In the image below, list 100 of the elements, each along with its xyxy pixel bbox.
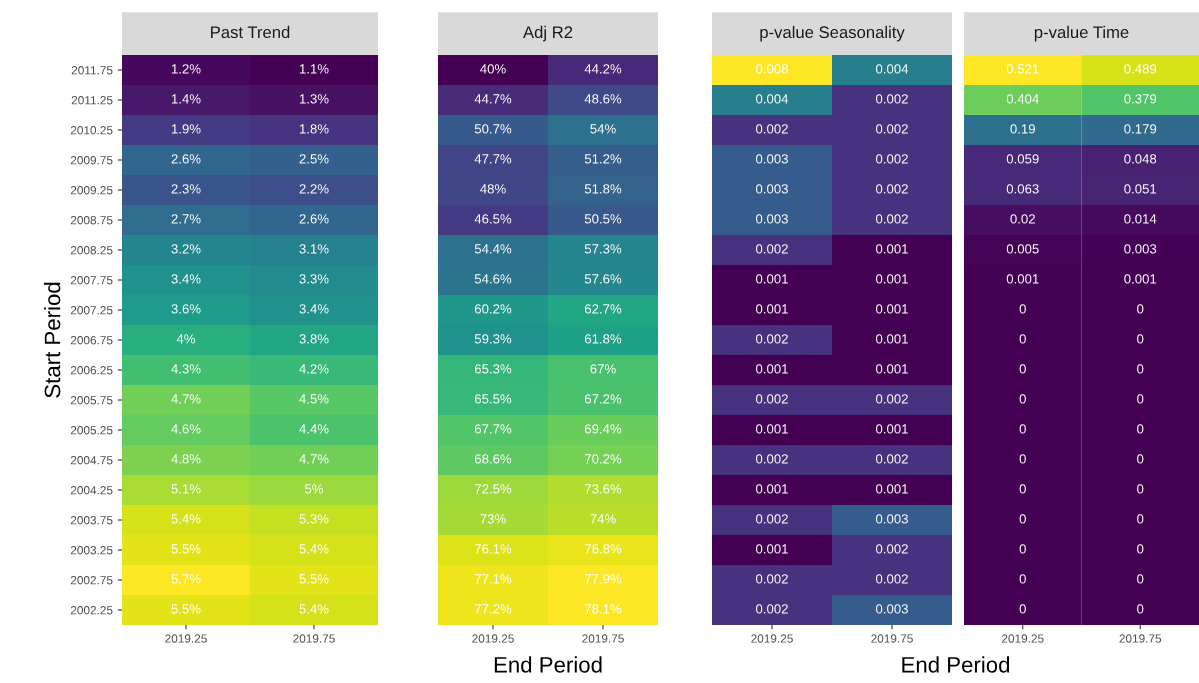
data-label: 51.8% — [584, 184, 622, 194]
data-label: 47.7% — [474, 154, 512, 164]
data-label: 4.8% — [171, 454, 201, 464]
x-axis-title: End Period — [494, 656, 602, 673]
data-label: 0 — [1137, 544, 1144, 554]
data-label: 73.6% — [584, 484, 622, 494]
data-label: 48% — [480, 184, 506, 194]
x-tick-label: 2019.75 — [1119, 634, 1162, 643]
y-tick-label: 2009.25 — [70, 186, 113, 195]
y-tick-label: 2008.75 — [70, 216, 113, 225]
data-label: 0.001 — [876, 244, 908, 254]
data-label: 78.1% — [584, 604, 622, 614]
data-label: 50.7% — [474, 124, 512, 134]
data-label: 0.003 — [876, 604, 908, 614]
data-label: 50.5% — [584, 214, 622, 224]
data-label: 0.002 — [876, 94, 908, 104]
data-label: 2.5% — [299, 154, 329, 164]
data-label: 67.2% — [584, 394, 622, 404]
data-label: 4.4% — [299, 424, 329, 434]
data-label: 77.2% — [474, 604, 512, 614]
data-label: 0.003 — [876, 514, 908, 524]
x-tick-label: 2019.25 — [472, 634, 514, 643]
data-label: 3.3% — [299, 274, 329, 284]
data-label: 0.379 — [1124, 94, 1157, 104]
data-label: 0.001 — [756, 274, 788, 284]
data-label: 4.3% — [171, 364, 201, 374]
y-tick-label: 2006.75 — [70, 336, 113, 345]
data-label: 1.2% — [171, 64, 201, 74]
y-tick-label: 2002.25 — [70, 606, 113, 615]
data-label: 59.3% — [474, 334, 512, 344]
data-label: 0.179 — [1124, 124, 1157, 134]
chart-title: Past Trend — [211, 25, 290, 39]
chart-title: p-value Seasonality — [760, 25, 905, 42]
data-label: 57.6% — [584, 274, 622, 284]
data-label: 0 — [1019, 544, 1026, 554]
data-label: 0.001 — [876, 424, 908, 434]
data-label: 0.003 — [756, 154, 788, 164]
y-tick-label: 2011.75 — [71, 66, 113, 75]
data-label: 2.7% — [171, 214, 201, 224]
data-label: 0.19 — [1010, 124, 1035, 134]
data-label: 0.002 — [876, 394, 908, 404]
x-tick-label: 2019.75 — [582, 634, 624, 643]
data-label: 5.4% — [171, 514, 201, 524]
data-label: 5.3% — [299, 514, 329, 524]
data-label: 65.5% — [474, 394, 512, 404]
data-label: 0.404 — [1006, 94, 1039, 104]
data-label: 0 — [1019, 514, 1026, 524]
data-label: 0.004 — [756, 94, 789, 104]
data-label: 0.002 — [756, 244, 788, 254]
data-label: 0 — [1019, 304, 1026, 314]
x-tick-label: 2019.75 — [293, 634, 335, 643]
data-label: 40% — [480, 64, 506, 74]
data-label: 0.001 — [876, 334, 908, 344]
data-label: 3.4% — [171, 274, 201, 284]
data-label: 57.3% — [584, 244, 622, 254]
data-label: 0 — [1137, 394, 1144, 404]
y-tick-label: 2008.25 — [70, 246, 113, 255]
data-label: 0.003 — [756, 214, 788, 224]
data-label: 0 — [1137, 424, 1144, 434]
data-label: 0.001 — [1006, 274, 1039, 284]
data-label: 5.5% — [299, 574, 329, 584]
y-tick-label: 2004.25 — [70, 486, 113, 495]
data-label: 0 — [1137, 334, 1144, 344]
chart-title: Adj R2 — [523, 25, 573, 42]
data-label: 0 — [1019, 484, 1026, 494]
data-label: 1.9% — [171, 124, 201, 134]
data-label: 1.4% — [171, 94, 201, 104]
data-label: 0 — [1137, 514, 1144, 524]
data-label: 0.002 — [756, 604, 788, 614]
data-label: 5% — [304, 484, 324, 494]
data-label: 0.002 — [876, 214, 908, 224]
data-label: 0.059 — [1006, 154, 1039, 164]
x-tick-label: 2019.25 — [751, 634, 793, 643]
data-label: 77.9% — [584, 574, 622, 584]
data-label: 72.5% — [474, 484, 512, 494]
data-label: 3.4% — [299, 304, 329, 314]
data-label: 0.002 — [756, 124, 788, 134]
data-label: 46.5% — [474, 214, 512, 224]
y-tick-label: 2005.25 — [70, 426, 113, 435]
x-axis-title: End Period — [902, 656, 1010, 673]
data-label: 0.003 — [756, 184, 788, 194]
data-label: 4.6% — [171, 424, 201, 434]
data-label: 3.2% — [171, 244, 201, 254]
data-label: 5.4% — [299, 544, 329, 554]
data-label: 2.6% — [299, 214, 329, 224]
data-label: 73% — [480, 514, 506, 524]
data-label: 60.2% — [474, 304, 512, 314]
data-label: 0.002 — [876, 154, 908, 164]
data-label: 2.2% — [299, 184, 329, 194]
data-label: 0.02 — [1010, 214, 1035, 224]
data-label: 0.014 — [1124, 214, 1157, 224]
data-label: 0.001 — [876, 484, 908, 494]
data-label: 5.5% — [171, 544, 201, 554]
y-tick-label: 2004.75 — [70, 456, 113, 465]
y-tick-label: 2009.75 — [70, 156, 113, 165]
data-label: 4.5% — [299, 394, 329, 404]
data-label: 0 — [1137, 574, 1144, 584]
data-label: 54.4% — [474, 244, 512, 254]
data-label: 67% — [590, 364, 616, 374]
data-label: 74% — [590, 514, 616, 524]
